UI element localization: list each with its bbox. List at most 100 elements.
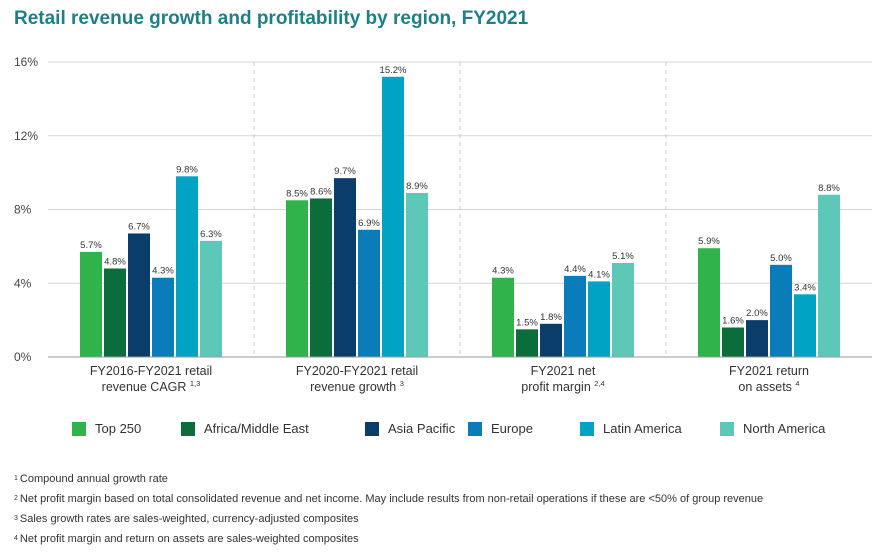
bar (746, 320, 768, 357)
bar (698, 248, 720, 357)
bar (80, 251, 102, 357)
legend-item: Asia Pacific (365, 421, 455, 436)
data-label: 8.8% (818, 183, 840, 194)
category-label-text: revenue growth (310, 380, 400, 394)
footnote: 2 Net profit margin based on total consol… (14, 492, 763, 512)
data-label: 4.4% (564, 264, 586, 275)
legend-label: Asia Pacific (388, 421, 456, 436)
footnotes: 1 Compound annual growth rate 2 Net profit … (14, 472, 763, 552)
data-label: 6.3% (200, 229, 222, 240)
legend-label: Africa/Middle East (204, 421, 309, 436)
data-label: 4.1% (588, 269, 610, 280)
category-label: FY2021 net (531, 364, 596, 378)
footnote: 1 Compound annual growth rate (14, 472, 763, 492)
legend-item: Latin America (580, 421, 682, 436)
data-label: 9.8% (176, 164, 198, 175)
legend-swatch (468, 421, 482, 436)
legend-item: North America (720, 421, 825, 436)
data-label: 8.6% (310, 186, 332, 197)
data-label: 4.3% (492, 266, 514, 277)
data-label: 8.9% (406, 181, 428, 192)
data-label: 1.6% (722, 316, 744, 327)
bar (770, 264, 792, 357)
bar (176, 176, 198, 357)
bar (128, 233, 150, 357)
legend-label: Latin America (603, 421, 682, 436)
bar-chart: 0% 4% 8% 12% 16% 5.7%4.8% 6.7% 4.3% 9.8% 6.3% FY20… (14, 55, 872, 394)
category-label-text: on assets (738, 380, 795, 394)
bar (540, 323, 562, 357)
bar (200, 240, 222, 357)
legend-label: Europe (491, 421, 533, 436)
bar (382, 76, 404, 357)
footnote-mark: 3 (14, 515, 18, 522)
data-label: 5.0% (770, 253, 792, 264)
y-tick-label: 4% (14, 276, 32, 290)
bar (492, 277, 514, 357)
data-label: 5.1% (612, 251, 634, 262)
bar (564, 275, 586, 357)
legend-label: Top 250 (95, 421, 142, 436)
bar (612, 262, 634, 357)
legend-label: North America (743, 421, 826, 436)
data-label: 6.9% (358, 218, 380, 229)
category-label: profit margin 2,4 (521, 379, 604, 394)
y-tick-label: 8% (14, 203, 32, 217)
footnote-mark: 2 (14, 495, 18, 502)
legend-item: Europe (468, 421, 533, 436)
page-title: Retail revenue growth and profitability … (14, 8, 529, 29)
bar (516, 329, 538, 357)
footnote-text: Compound annual growth rate (19, 473, 168, 485)
bar (722, 327, 744, 357)
category-label: FY2016-FY2021 retail (90, 364, 212, 378)
footnote-ref: 3 (400, 379, 404, 388)
legend-swatch (181, 421, 195, 436)
bar (152, 277, 174, 357)
data-label: 6.7% (128, 221, 150, 232)
y-tick-label: 16% (14, 55, 38, 69)
y-tick-label: 12% (14, 129, 38, 143)
footnote-ref: 2,4 (594, 379, 604, 388)
bar (104, 268, 126, 357)
legend-swatch (720, 421, 734, 436)
data-label: 5.9% (698, 236, 720, 247)
bar (358, 229, 380, 357)
legend-item: Africa/Middle East (181, 421, 309, 436)
data-label: 9.7% (334, 166, 356, 177)
data-label: 3.4% (794, 282, 816, 293)
data-label: 1.8% (540, 312, 562, 323)
category-label: revenue growth 3 (310, 379, 404, 394)
category-label-text: profit margin (521, 380, 594, 394)
data-label: 1.5% (516, 317, 538, 328)
category-label: FY2021 return (729, 364, 809, 378)
legend-item: Top 250 (72, 421, 141, 436)
footnote-mark: 4 (14, 535, 18, 542)
data-label: 5.7% (80, 240, 102, 251)
category-label: on assets 4 (738, 379, 799, 394)
data-label: 15.2% (380, 65, 407, 76)
y-tick-label: 0% (14, 350, 32, 364)
footnote-ref: 1,3 (190, 379, 200, 388)
bar (334, 178, 356, 357)
category-label: revenue CAGR 1,3 (102, 379, 201, 394)
legend-swatch (365, 421, 379, 436)
data-label: 8.5% (286, 188, 308, 199)
bar (794, 294, 816, 357)
footnote-text: Net profit margin and return on assets a… (19, 533, 359, 545)
data-label: 4.8% (104, 257, 126, 268)
bar (310, 198, 332, 357)
legend-swatch (72, 421, 86, 436)
data-label: 2.0% (746, 308, 768, 319)
footnote-text: Net profit margin based on total consoli… (19, 493, 764, 505)
bar (818, 194, 840, 357)
legend-swatch (580, 421, 594, 436)
bar (588, 281, 610, 357)
footnote: 3 Sales growth rates are sales-weighted, … (14, 512, 763, 532)
data-label: 4.3% (152, 266, 174, 277)
footnote-ref: 4 (795, 379, 799, 388)
chart-legend: Top 250 Africa/Middle East Asia Pacific Eur… (72, 421, 872, 441)
footnote-mark: 1 (14, 475, 18, 482)
footnote-text: Sales growth rates are sales-weighted, c… (19, 513, 359, 525)
footnote: 4 Net profit margin and return on assets … (14, 532, 763, 552)
bar (406, 192, 428, 357)
